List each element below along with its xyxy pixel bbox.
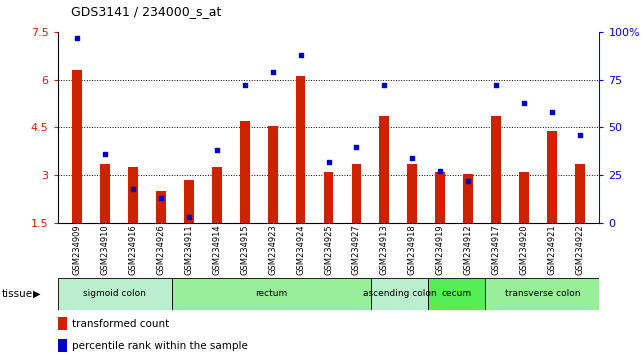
Bar [172, 278, 371, 310]
Text: percentile rank within the sample: percentile rank within the sample [72, 341, 248, 351]
Point [324, 159, 334, 165]
Point [407, 155, 417, 161]
Bar [268, 126, 278, 223]
Point [128, 186, 138, 192]
Bar [575, 164, 585, 223]
Point [351, 144, 362, 149]
Text: GSM234918: GSM234918 [408, 225, 417, 275]
Text: sigmoid colon: sigmoid colon [83, 289, 146, 298]
Text: rectum: rectum [255, 289, 288, 298]
Bar [519, 172, 529, 223]
Text: GDS3141 / 234000_s_at: GDS3141 / 234000_s_at [71, 5, 221, 18]
Text: GSM234909: GSM234909 [72, 225, 82, 275]
Point [435, 169, 445, 174]
Point [519, 100, 529, 105]
Text: GSM234913: GSM234913 [380, 225, 389, 275]
Text: GSM234910: GSM234910 [101, 225, 110, 275]
Point [491, 82, 501, 88]
Bar [184, 180, 194, 223]
Point [72, 35, 82, 40]
Bar [351, 164, 362, 223]
Bar [428, 278, 485, 310]
Point [575, 132, 585, 138]
Text: tissue: tissue [2, 289, 33, 299]
Text: transformed count: transformed count [72, 319, 170, 329]
Bar [379, 116, 389, 223]
Bar [212, 167, 222, 223]
Text: GSM234911: GSM234911 [185, 225, 194, 275]
Bar [485, 278, 599, 310]
Point [267, 69, 278, 75]
Text: GSM234926: GSM234926 [156, 225, 165, 275]
Text: cecum: cecum [442, 289, 472, 298]
Bar [463, 174, 473, 223]
Point [240, 82, 250, 88]
Point [100, 152, 110, 157]
Point [184, 215, 194, 220]
Bar [491, 116, 501, 223]
Point [463, 178, 473, 184]
Bar [156, 191, 166, 223]
Text: GSM234924: GSM234924 [296, 225, 305, 275]
Text: GSM234914: GSM234914 [212, 225, 221, 275]
Text: transverse colon: transverse colon [504, 289, 580, 298]
Bar [72, 70, 82, 223]
Point [296, 52, 306, 58]
Bar [547, 131, 557, 223]
Bar [58, 278, 172, 310]
Bar [408, 164, 417, 223]
Text: GSM234925: GSM234925 [324, 225, 333, 275]
Bar [435, 172, 445, 223]
Point [547, 109, 557, 115]
Point [212, 148, 222, 153]
Bar [371, 278, 428, 310]
Text: GSM234912: GSM234912 [463, 225, 472, 275]
Text: GSM234919: GSM234919 [436, 225, 445, 275]
Text: GSM234922: GSM234922 [575, 225, 585, 275]
Text: GSM234917: GSM234917 [492, 225, 501, 275]
Text: GSM234927: GSM234927 [352, 225, 361, 275]
Text: ▶: ▶ [33, 289, 41, 299]
Text: GSM234920: GSM234920 [519, 225, 528, 275]
Bar [240, 121, 249, 223]
Bar [296, 76, 306, 223]
Bar [128, 167, 138, 223]
Bar [324, 172, 333, 223]
Text: GSM234915: GSM234915 [240, 225, 249, 275]
Text: GSM234916: GSM234916 [129, 225, 138, 275]
Bar [58, 339, 67, 352]
Text: ascending colon: ascending colon [363, 289, 437, 298]
Bar [100, 164, 110, 223]
Point [156, 195, 166, 201]
Point [379, 82, 390, 88]
Text: GSM234921: GSM234921 [547, 225, 556, 275]
Text: GSM234923: GSM234923 [268, 225, 277, 275]
Bar [58, 317, 67, 330]
